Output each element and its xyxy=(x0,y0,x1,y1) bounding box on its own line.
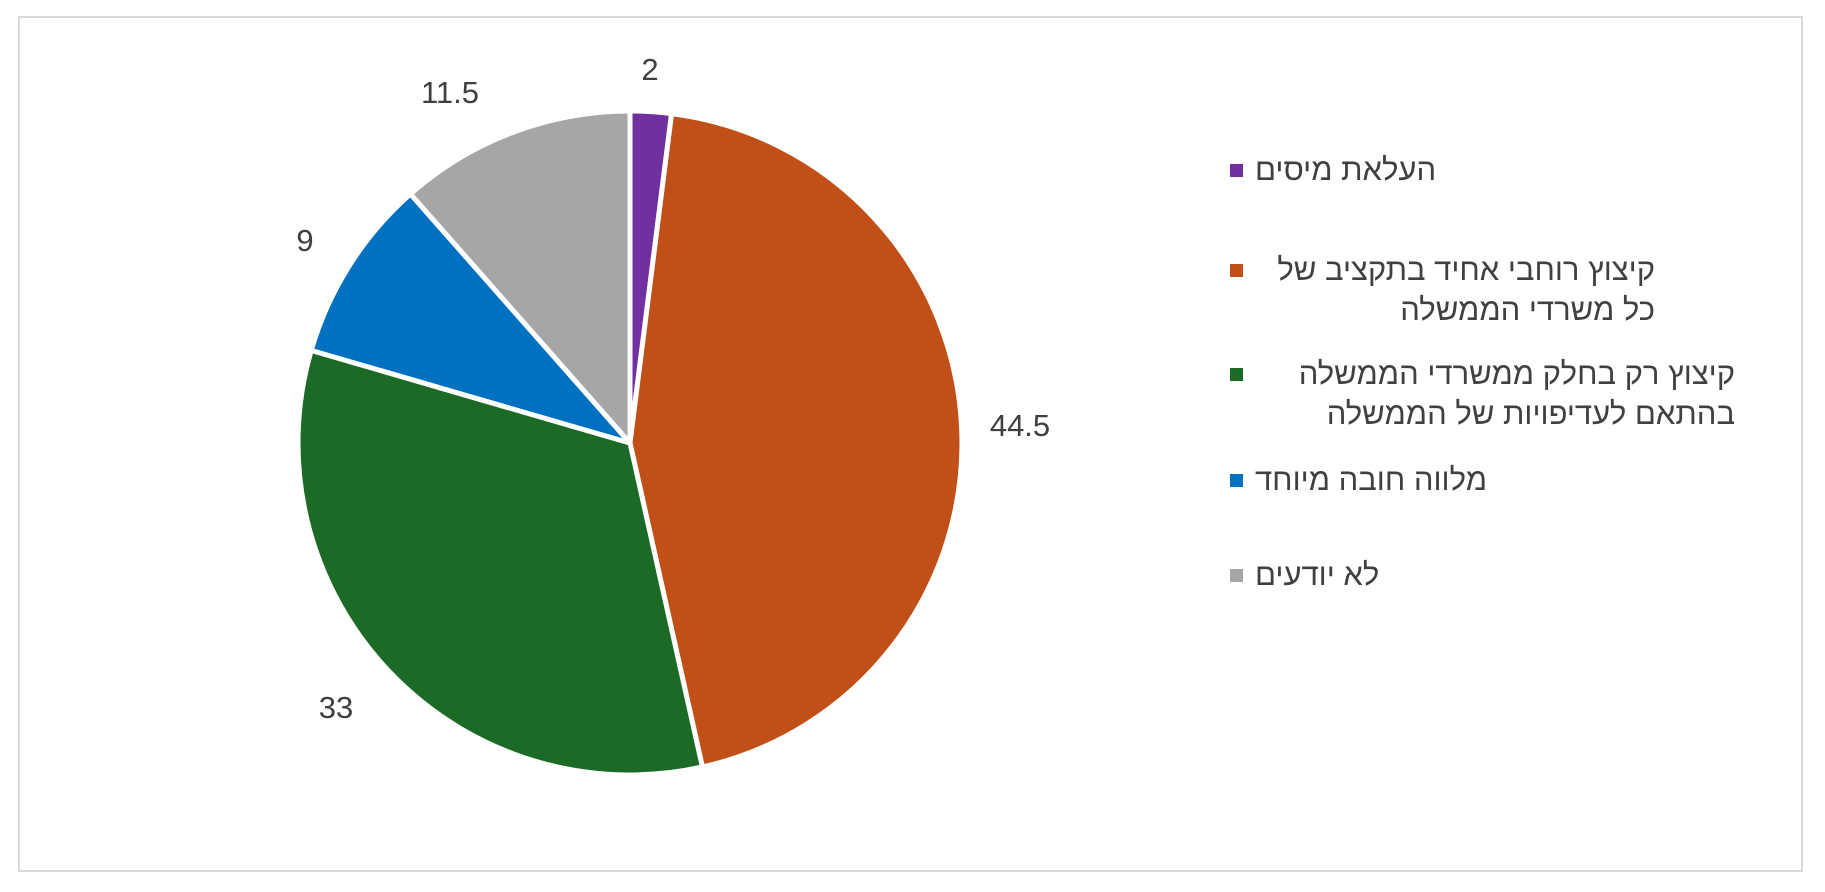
legend-swatch-partial-cut xyxy=(1230,368,1243,381)
legend-swatch-uniform-cut xyxy=(1230,264,1243,277)
pie-slices xyxy=(295,108,965,778)
pie-slice-partial-cut xyxy=(295,347,705,778)
legend-item-special-loan: מלווה חובה מיוחד xyxy=(1230,460,1770,500)
data-label-special-loan: 9 xyxy=(296,223,313,258)
legend-swatch-dont-know xyxy=(1230,569,1243,582)
data-label-dont-know: 11.5 xyxy=(421,75,479,110)
data-label-tax-increase: 2 xyxy=(641,52,658,87)
legend-label-tax-increase: העלאת מיסים xyxy=(1255,152,1437,187)
pie-slice-dont-know xyxy=(407,108,633,446)
data-label-uniform-cut: 44.5 xyxy=(990,408,1050,443)
legend-label-partial-cut: קיצוץ רק בחלק ממשרדי הממשלה בהתאם לעדיפו… xyxy=(1298,356,1735,431)
legend-item-uniform-cut: קיצוץ רוחבי אחיד בתקציב של כל משרדי הממש… xyxy=(1230,250,1770,330)
legend-label-uniform-cut: קיצוץ רוחבי אחיד בתקציב של כל משרדי הממש… xyxy=(1277,252,1655,327)
legend-label-dont-know: לא יודעים xyxy=(1255,557,1380,592)
legend-swatch-tax-increase xyxy=(1230,164,1243,177)
pie-data-labels: 2 44.5 33 9 11.5 xyxy=(296,52,1050,725)
legend-swatch-special-loan xyxy=(1230,474,1243,487)
legend-item-dont-know: לא יודעים xyxy=(1230,555,1770,595)
legend-item-tax-increase: העלאת מיסים xyxy=(1230,150,1770,190)
legend-label-special-loan: מלווה חובה מיוחד xyxy=(1255,462,1488,497)
data-label-partial-cut: 33 xyxy=(319,690,353,725)
legend-item-partial-cut: קיצוץ רק בחלק ממשרדי הממשלה בהתאם לעדיפו… xyxy=(1230,354,1770,434)
pie-slice-special-loan xyxy=(308,191,633,446)
pie-slice-uniform-cut xyxy=(627,111,965,770)
